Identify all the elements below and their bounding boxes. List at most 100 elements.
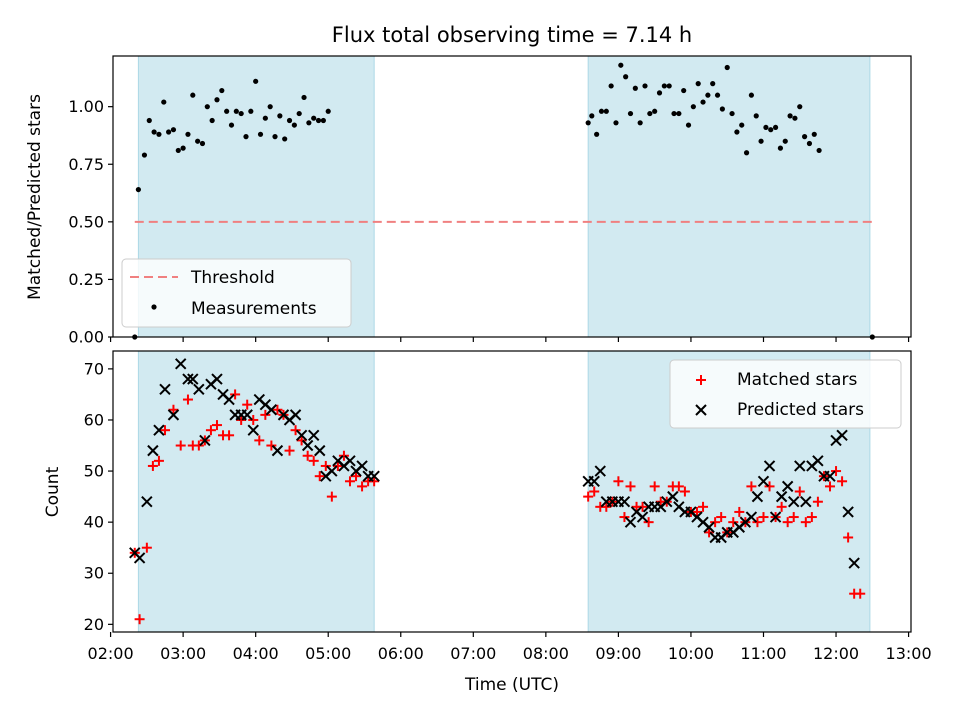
predicted-star-point-b — [217, 388, 229, 401]
matched-star-point — [314, 471, 325, 482]
predicted-star-point — [175, 358, 187, 370]
x-tick-label: 05:00 — [305, 644, 351, 663]
predicted-star-point — [775, 490, 788, 503]
predicted-star-point-b — [344, 455, 356, 467]
matched-star-point — [831, 466, 842, 477]
x-tick-label: 03:00 — [160, 644, 206, 663]
y-tick-label: 0.25 — [68, 270, 104, 289]
matched-star-point — [302, 450, 313, 461]
measurement-point — [589, 113, 595, 119]
matched-star-point — [613, 476, 624, 487]
predicted-star-point-b — [588, 475, 600, 487]
matched-star-point — [205, 425, 216, 436]
matched-star-point — [338, 450, 349, 461]
measurement-point — [135, 186, 141, 193]
predicted-star-point-b — [673, 501, 685, 513]
measurement-point — [170, 127, 177, 133]
measurement-point — [243, 134, 249, 140]
measurement-point — [816, 147, 822, 154]
bottom-panel: 20 30 40 50 60 70 02:00 03:00 04:00 05:00 06:00 07… — [43, 350, 932, 695]
predicted-star-point-b — [368, 470, 380, 482]
predicted-star-point-b — [247, 424, 259, 436]
predicted-star-point — [199, 434, 211, 447]
predicted-star-point-b — [824, 470, 836, 482]
measurement-point — [199, 140, 206, 147]
bottom-legend-box — [669, 359, 902, 429]
predicted-star-point — [794, 460, 806, 472]
matched-star-point — [290, 425, 301, 436]
predicted-star-point-b — [624, 516, 637, 528]
measurement-point — [598, 108, 605, 114]
matched-star-point — [357, 481, 368, 492]
predicted-star-point-b — [326, 465, 338, 477]
measurement-point — [782, 138, 788, 144]
predicted-star-point-b — [153, 424, 165, 436]
measurement-point — [772, 124, 779, 131]
predicted-star-point-b — [800, 496, 812, 508]
predicted-star-point-b — [842, 506, 854, 518]
predicted-star-point — [271, 444, 284, 457]
predicted-star-point-b — [289, 409, 302, 421]
y-tick-label: 70 — [84, 359, 104, 378]
predicted-star-point — [147, 444, 159, 457]
matched-star-point — [230, 389, 241, 400]
predicted-star-point-b — [167, 409, 180, 421]
y-tick-label: 0.00 — [68, 328, 104, 347]
predicted-star-point — [745, 511, 758, 523]
predicted-star-point-b — [332, 455, 344, 467]
predicted-star-point-b — [781, 480, 794, 493]
predicted-star-point-b — [175, 358, 187, 370]
matched-star-point — [637, 501, 648, 512]
x-tick-label: 10:00 — [668, 644, 714, 663]
matched-star-point — [236, 414, 247, 425]
predicted-star-point — [133, 552, 146, 564]
matched-star-point — [601, 501, 612, 512]
matched-star-point — [758, 512, 769, 523]
matched-star-point — [643, 517, 654, 528]
measurement-point — [219, 87, 225, 94]
predicted-star-point — [241, 409, 253, 421]
matched-star-point — [224, 430, 235, 441]
predicted-star-point-b — [745, 511, 758, 523]
matched-star-point — [855, 588, 866, 599]
measurement-points — [132, 62, 875, 340]
measurement-point — [166, 129, 172, 135]
x-tick-label: 04:00 — [233, 644, 279, 663]
predicted-star-point — [182, 373, 194, 385]
matched-stars-points — [129, 389, 866, 625]
predicted-star-point-b — [241, 409, 253, 421]
matched-star-point — [248, 414, 259, 425]
predicted-star-point-b — [594, 465, 606, 477]
matched-star-point — [812, 496, 823, 507]
matched-star-point — [193, 440, 204, 451]
predicted-star-point-b — [703, 521, 715, 533]
measurement-point — [195, 138, 201, 144]
predicted-star-point — [167, 409, 180, 421]
matched-star-point — [589, 486, 600, 497]
matched-star-point — [369, 476, 380, 487]
x-tick-label: 12:00 — [813, 644, 859, 663]
measurement-point — [224, 108, 230, 114]
measurement-point — [748, 92, 755, 98]
predicted-star-point — [289, 409, 302, 421]
predicted-star-point — [788, 496, 800, 508]
matched-star-point — [800, 517, 811, 528]
measurement-point — [777, 145, 784, 151]
measurement-point — [642, 83, 648, 89]
predicted-stars-legend-label: Predicted stars — [737, 400, 864, 420]
matched-star-point — [728, 517, 739, 528]
matched-star-point — [134, 614, 145, 625]
bottom-x-ticks: 02:00 03:00 04:00 05:00 06:00 07:00 08:00 09:00… — [88, 632, 932, 663]
measurement-point — [768, 127, 774, 133]
matched-star-point — [147, 460, 158, 471]
predicted-star-point-b — [769, 511, 782, 523]
measurement-point — [603, 108, 609, 114]
matched-star-point — [776, 501, 787, 512]
predicted-star-point — [301, 439, 314, 452]
predicted-star-point — [812, 455, 824, 467]
predicted-star-point — [265, 404, 278, 416]
measurement-point — [787, 113, 793, 119]
measurement-point — [695, 81, 701, 87]
predicted-star-point-b — [182, 373, 194, 385]
